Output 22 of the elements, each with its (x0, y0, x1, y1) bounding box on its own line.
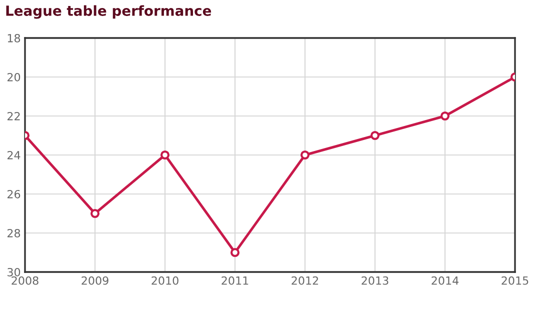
y-tick-label: 20 (8, 72, 20, 82)
x-tick-label: 2009 (82, 276, 108, 285)
y-tick-label: 22 (8, 112, 20, 120)
point (440, 111, 450, 121)
x-tick-label: 2011 (222, 276, 248, 285)
y-tick-label: 18 (8, 34, 20, 42)
chart-title: League table performance (6, 5, 212, 19)
y-tick-label: 24 (8, 150, 20, 160)
point (370, 130, 380, 140)
y-tick-label: 26 (8, 190, 20, 198)
x-tick-label: 2014 (432, 276, 459, 285)
y-tick-label: 30 (8, 268, 20, 276)
x-tick-label: 2012 (292, 276, 318, 285)
x-tick-label: 2015 (502, 276, 528, 285)
point (160, 150, 170, 160)
x-tick-label: 2008 (12, 276, 38, 285)
point (90, 208, 100, 218)
point (300, 150, 310, 160)
x-tick-label: 2010 (152, 276, 178, 285)
y-tick-label: 28 (8, 228, 20, 238)
x-tick-label: 2013 (362, 276, 388, 285)
point (230, 248, 240, 258)
